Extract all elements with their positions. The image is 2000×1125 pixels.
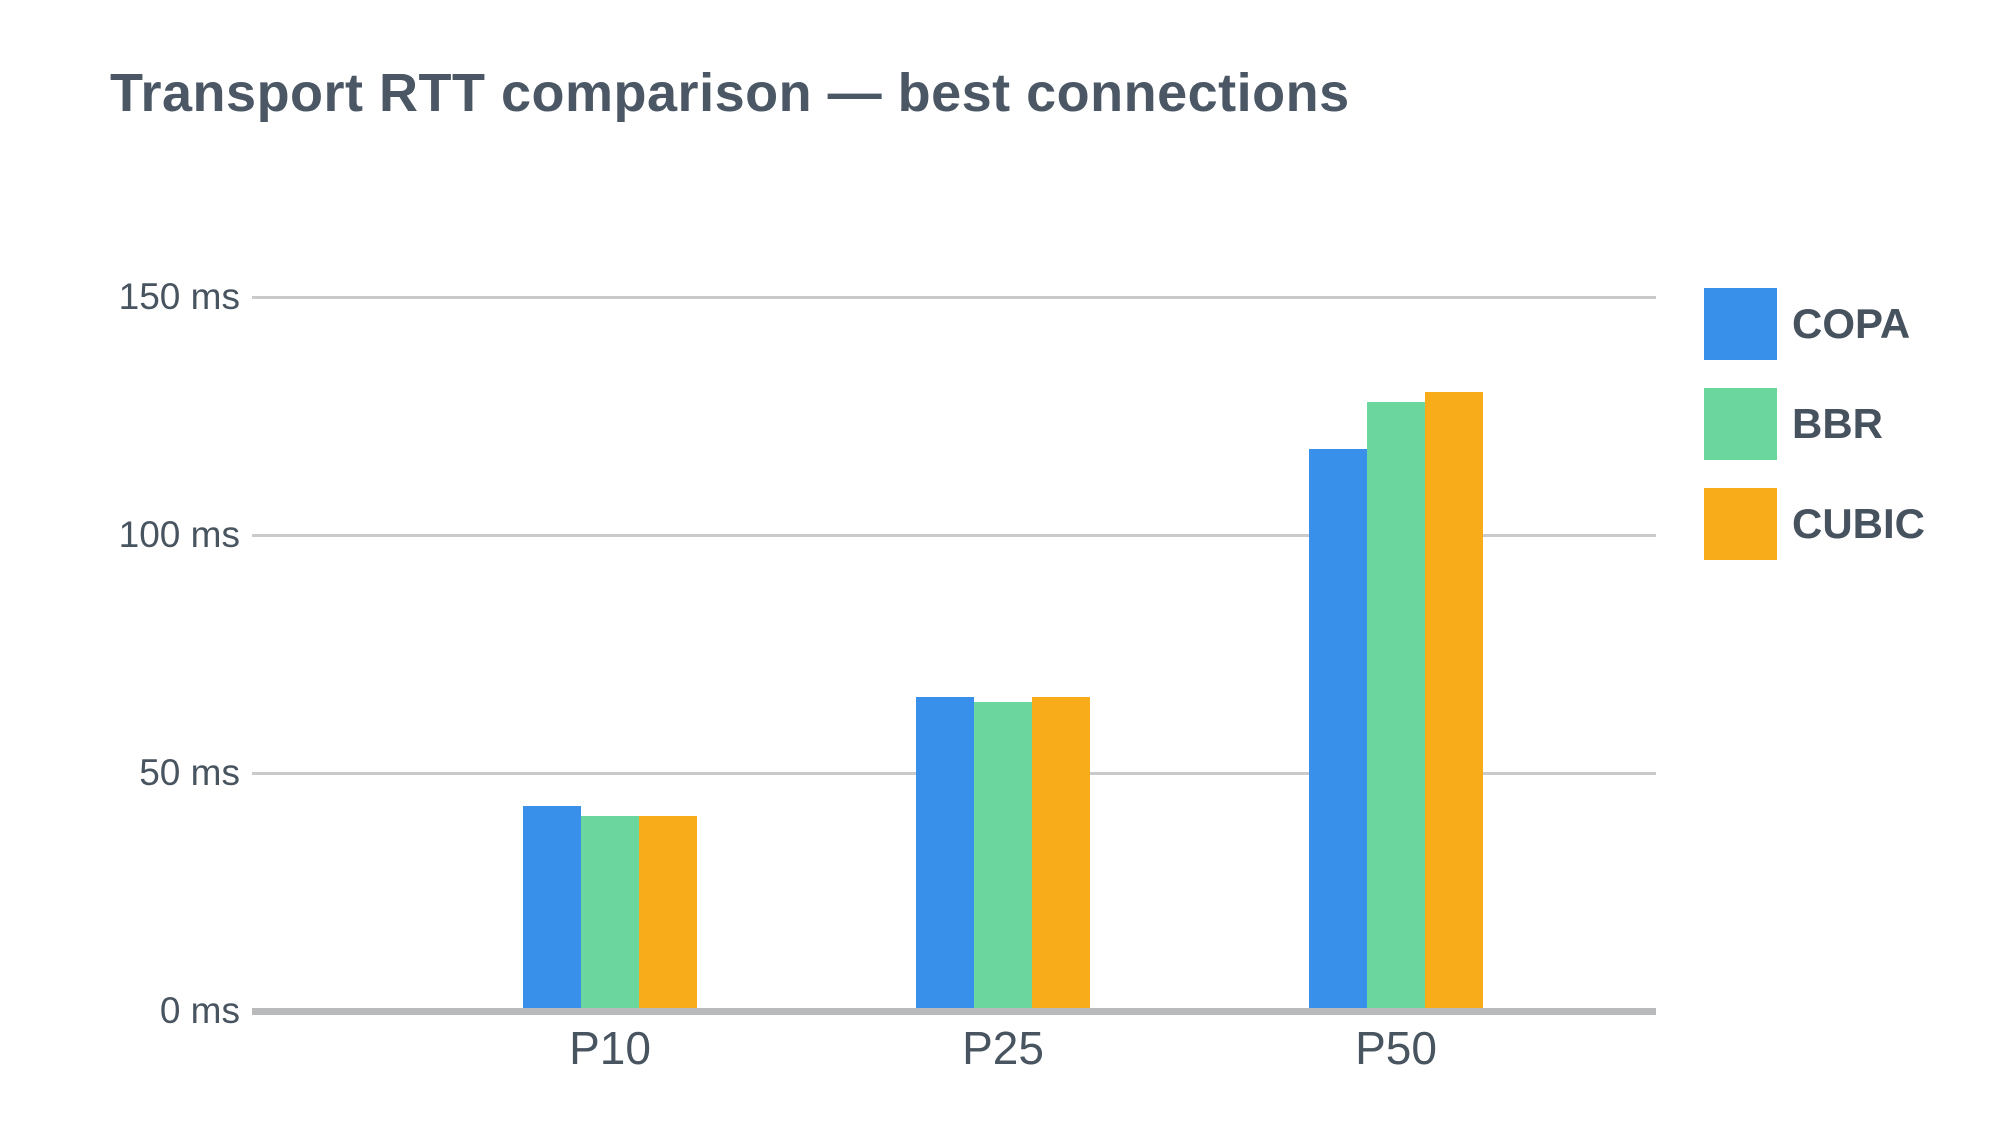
y-axis-tick-label-50: 50 ms	[139, 752, 240, 793]
bar-cubic-p10	[639, 815, 697, 1012]
y-axis-tick-label-100: 100 ms	[118, 514, 240, 555]
legend-label-copa: COPA	[1792, 300, 1911, 347]
bar-bbr-p50	[1367, 401, 1425, 1012]
bar-bbr-p25	[974, 701, 1032, 1012]
legend-swatch-copa	[1704, 288, 1777, 360]
legend-swatch-bbr	[1704, 388, 1777, 460]
chart-title: Transport RTT comparison — best connecti…	[110, 63, 1350, 123]
x-axis-label-p50: P50	[1355, 1022, 1437, 1074]
x-axis-label-p25: P25	[962, 1022, 1044, 1074]
legend-label-bbr: BBR	[1792, 400, 1883, 447]
bar-copa-p50	[1309, 449, 1367, 1012]
gridline-150	[252, 295, 1656, 299]
bar-cubic-p50	[1425, 392, 1483, 1012]
bar-cubic-p25	[1032, 696, 1090, 1012]
x-axis-label-p10: P10	[569, 1022, 651, 1074]
bar-copa-p25	[916, 696, 974, 1012]
x-axis-line	[252, 1008, 1656, 1015]
bar-copa-p10	[523, 806, 581, 1012]
gridline-100	[252, 533, 1656, 537]
y-axis-tick-label-150: 150 ms	[118, 276, 240, 317]
legend-swatch-cubic	[1704, 488, 1777, 560]
y-axis-tick-label-0: 0 ms	[159, 990, 240, 1031]
bar-bbr-p10	[581, 815, 639, 1012]
legend-label-cubic: CUBIC	[1792, 500, 1925, 547]
